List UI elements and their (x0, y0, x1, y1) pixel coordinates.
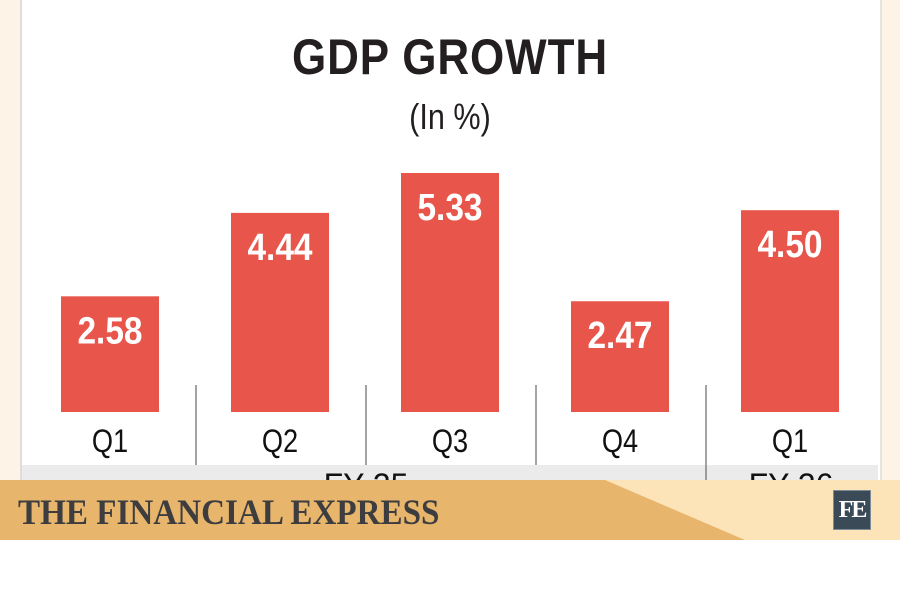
bar (61, 296, 159, 412)
category-label: Q3 (432, 424, 468, 460)
category-label: Q1 (772, 424, 808, 460)
group-label: FY 26 (749, 467, 834, 480)
bar-value-label: 2.58 (77, 309, 142, 351)
group-label: FY 25 (324, 467, 409, 480)
category-label: Q4 (602, 424, 638, 460)
bar-value-label: 5.33 (417, 186, 482, 228)
brand-banner: THE FINANCIAL EXPRESS FE (0, 480, 900, 540)
brand-name: THE FINANCIAL EXPRESS (18, 492, 440, 532)
bar (741, 210, 839, 412)
chart-subtitle: (In %) (409, 96, 491, 137)
bar (401, 173, 499, 412)
bar-value-label: 2.47 (587, 314, 652, 356)
bar-value-label: 4.44 (247, 226, 312, 268)
category-label: Q2 (262, 424, 298, 460)
chart-title: GDP GROWTH (291, 29, 608, 85)
bar (571, 301, 669, 412)
bar-value-label: 4.50 (757, 223, 822, 265)
category-label: Q1 (92, 424, 128, 460)
bar (231, 212, 329, 412)
bar-chart: 2.58 Q1 4.44 Q2 5.33 Q3 2.47 Q4 4.50 Q1 FY 25 FY 26 (22, 173, 878, 480)
group-row (22, 465, 878, 480)
fe-logo: FE (833, 490, 871, 530)
